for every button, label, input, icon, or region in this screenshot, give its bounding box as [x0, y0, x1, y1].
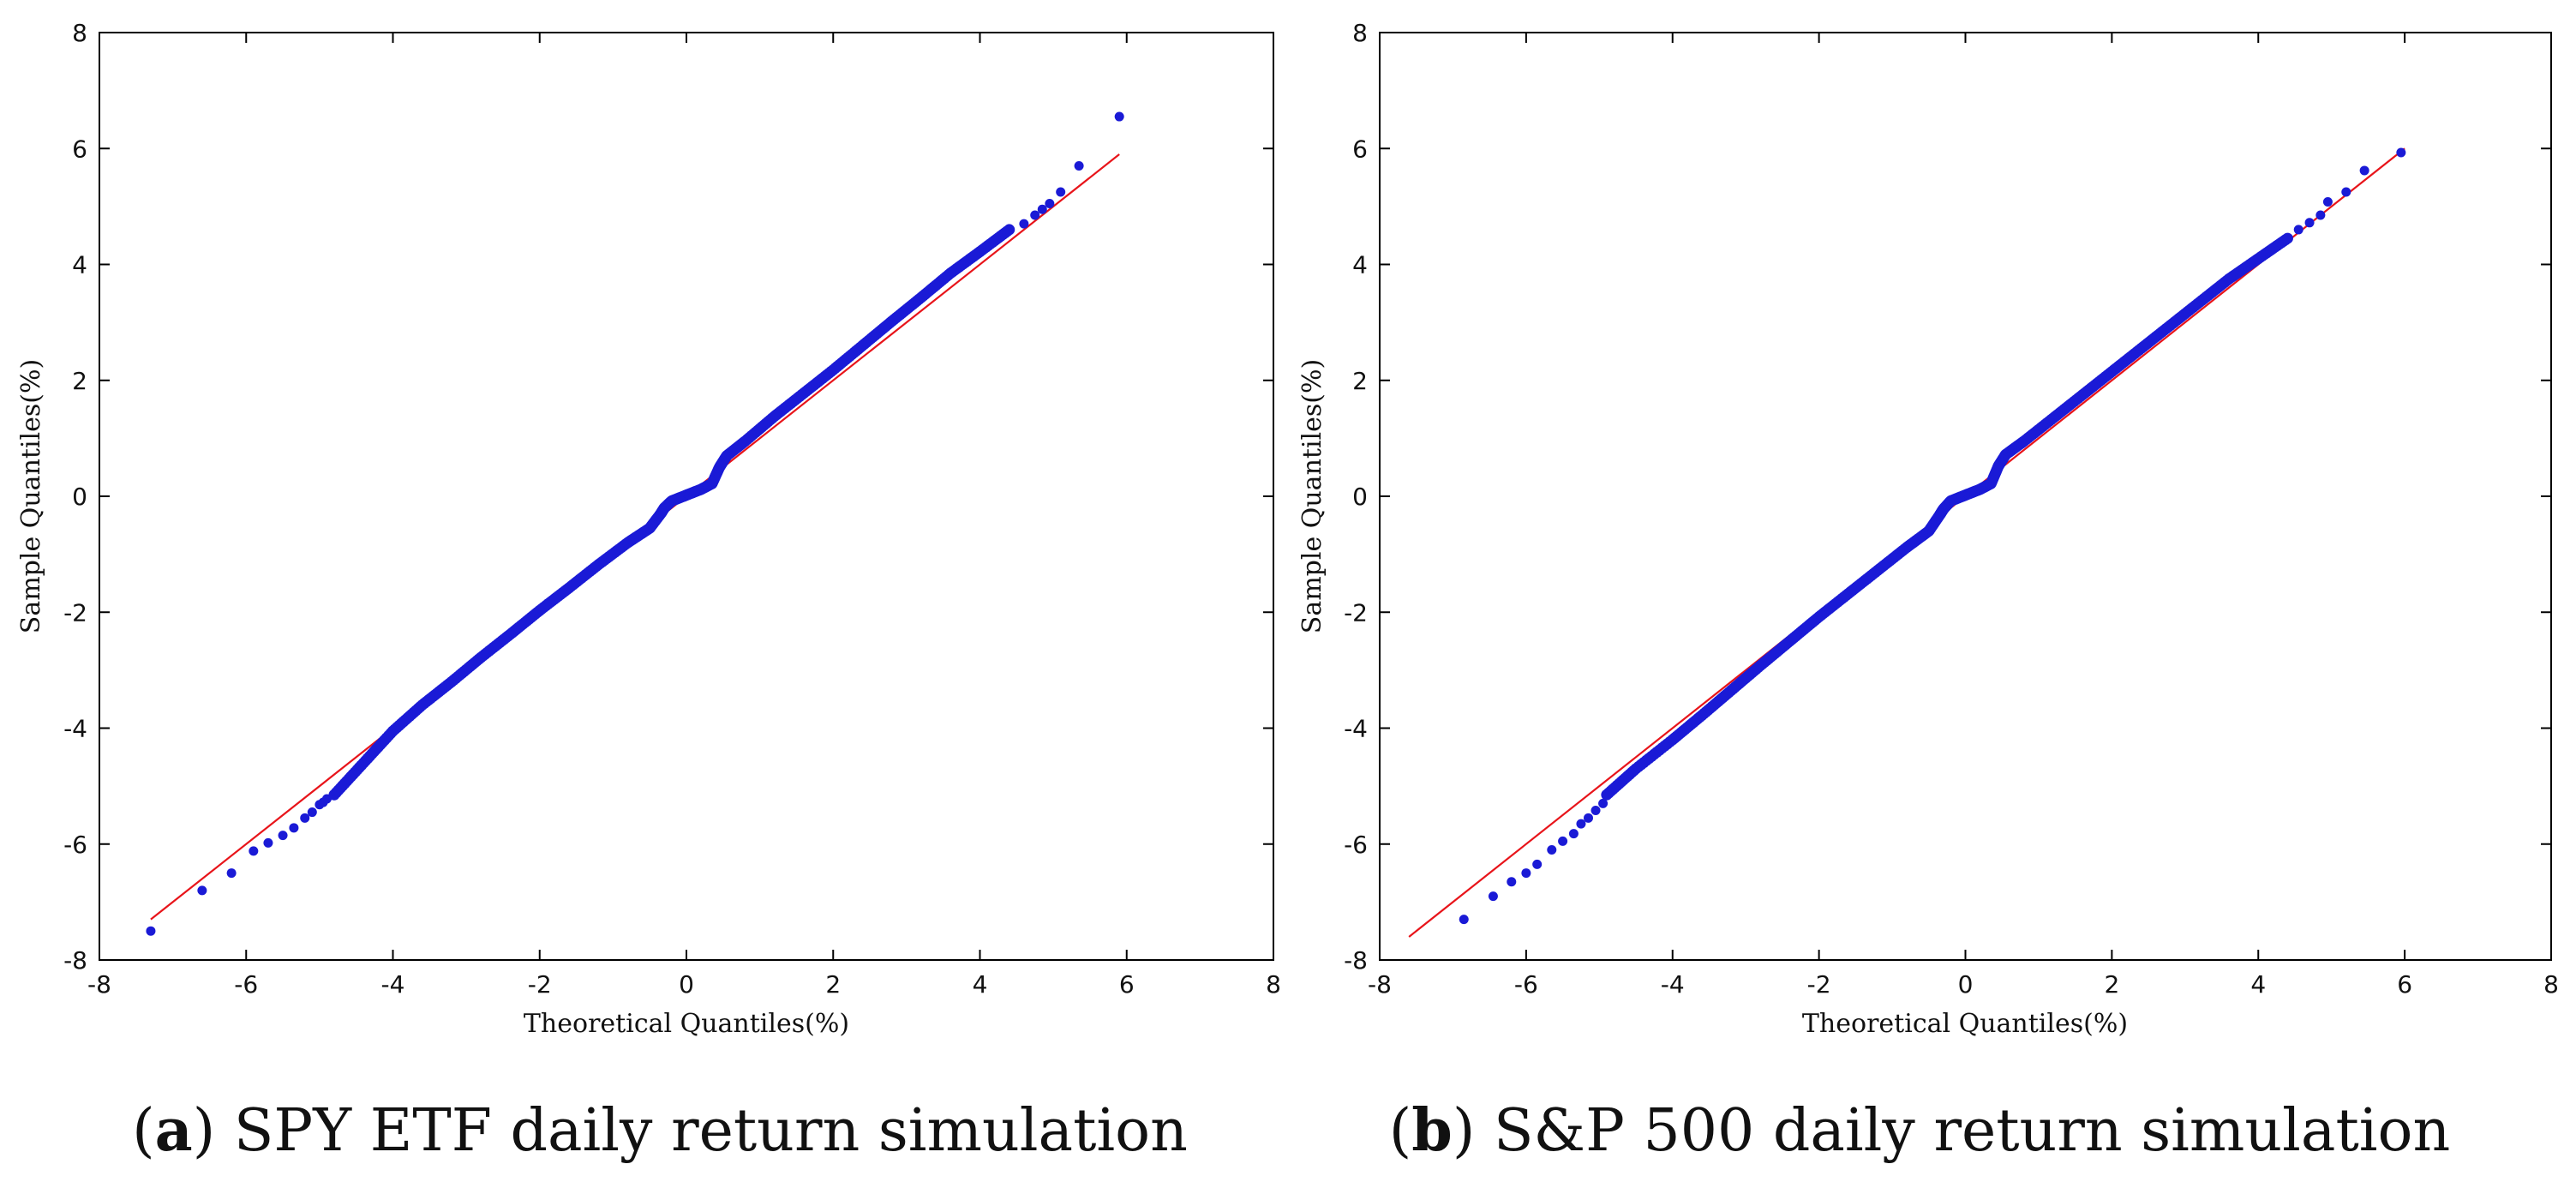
panel-a-chart: -8 -6 -4 -2 0 2 4 6 8 -8 -6 -4 -2 0 2 4 6 8 Theoretical … — [16, 19, 1281, 1165]
panel-a-y-tick-label: 2 — [72, 367, 87, 395]
panel-b-x-tick-label: -6 — [1514, 970, 1538, 999]
panel-a-x-tick-labels: -8 -6 -4 -2 0 2 4 6 8 — [87, 970, 1281, 999]
panel-b-tail-point — [1583, 813, 1593, 823]
panel-b-x-tick-label: -8 — [1368, 970, 1392, 999]
panel-a-points — [146, 111, 1124, 936]
panel-a-tail-point — [1030, 210, 1040, 220]
panel-a-x-tick-label: 8 — [1266, 970, 1281, 999]
panel-b-tail-point — [2293, 225, 2303, 235]
panel-a-y-tick-label: -8 — [63, 946, 87, 975]
panel-a-tail-point — [300, 813, 310, 823]
panel-b-tail-point — [1488, 891, 1498, 902]
panel-b-quantile-point — [2281, 232, 2293, 244]
panel-a-y-tick-label: -2 — [63, 598, 87, 627]
panel-a-x-axis-label: Theoretical Quantiles(%) — [524, 1009, 849, 1039]
panel-a-y-axis-label: Sample Quantiles(%) — [16, 359, 46, 633]
panel-a-x-tick-label: -4 — [381, 970, 405, 999]
panel-b-x-tick-label: -2 — [1807, 970, 1831, 999]
panel-a-caption-letter: a — [155, 1096, 193, 1165]
panel-a-caption-open: ( — [132, 1097, 155, 1165]
panel-b-tail-point — [2322, 196, 2333, 207]
panel-b-tail-point — [2304, 218, 2315, 228]
panel-a-x-tick-label: 2 — [825, 970, 841, 999]
panel-a-x-tick-label: 4 — [973, 970, 988, 999]
panel-b-x-tick-label: 8 — [2543, 970, 2559, 999]
panel-a-tail-point — [226, 868, 237, 879]
panel-b-tail-point — [1558, 836, 1568, 846]
panel-b-y-tick-label: 8 — [1352, 19, 1368, 47]
panel-a-y-tick-label: 4 — [72, 251, 87, 279]
panel-a-tail-point — [1045, 198, 1055, 208]
panel-a-tail-point — [249, 846, 259, 856]
panel-b-tail-point — [1568, 829, 1579, 839]
panel-a-caption-close: ) — [193, 1097, 216, 1165]
panel-b-tail-point — [1507, 877, 1517, 887]
panel-a-x-tick-label: -2 — [528, 970, 552, 999]
panel-b-caption-letter: b — [1411, 1096, 1453, 1165]
panel-b-ticks — [1379, 32, 2552, 961]
panel-b-tail-point — [2359, 165, 2369, 176]
panel-a-tail-point — [263, 837, 273, 848]
panel-a-caption: (a) SPY ETF daily return simulation — [132, 1096, 1188, 1165]
panel-a-tail-point — [278, 831, 288, 841]
panel-b-y-tick-label: -2 — [1344, 598, 1368, 627]
panel-a-y-tick-labels: -8 -6 -4 -2 0 2 4 6 8 — [63, 19, 87, 975]
panel-b-tail-point — [1576, 819, 1586, 829]
panel-a-tail-point — [1114, 111, 1124, 122]
panel-b-tail-point — [2341, 187, 2351, 197]
panel-a-tail-point — [146, 926, 156, 936]
panel-b-y-axis-label: Sample Quantiles(%) — [1297, 359, 1327, 633]
panel-b-x-tick-label: 2 — [2104, 970, 2119, 999]
panel-a-x-tick-label: 0 — [679, 970, 694, 999]
panel-a-y-tick-label: 0 — [72, 483, 87, 511]
panel-a-tail-point — [1074, 161, 1084, 171]
panel-b-caption: (b) S&P 500 daily return simulation — [1389, 1096, 2451, 1165]
panel-a-ticks — [99, 32, 1274, 961]
panel-a-tail-point — [307, 807, 317, 818]
panel-a-y-tick-label: 8 — [72, 19, 87, 47]
panel-b-caption-text: S&P 500 daily return simulation — [1475, 1097, 2450, 1165]
panel-b-y-tick-label: 0 — [1352, 483, 1368, 511]
panel-a-x-tick-label: -6 — [234, 970, 258, 999]
panel-a-caption-text: SPY ETF daily return simulation — [215, 1097, 1188, 1165]
panel-a-quantile-point — [1003, 224, 1015, 236]
panel-a-y-tick-label: -6 — [63, 831, 87, 859]
panel-a-x-tick-label: -8 — [87, 970, 111, 999]
panel-b-y-tick-labels: -8 -6 -4 -2 0 2 4 6 8 — [1344, 19, 1368, 975]
panel-b-x-axis-label: Theoretical Quantiles(%) — [1802, 1009, 2128, 1039]
panel-b-x-tick-label: 0 — [1958, 970, 1974, 999]
panel-b-y-tick-label: 4 — [1352, 251, 1368, 279]
panel-b-x-tick-labels: -8 -6 -4 -2 0 2 4 6 8 — [1368, 970, 2559, 999]
panel-a-y-tick-label: -4 — [63, 715, 87, 743]
panel-a-x-tick-label: 6 — [1119, 970, 1135, 999]
panel-a-tail-point — [197, 885, 207, 896]
panel-b-y-tick-label: -4 — [1344, 715, 1368, 743]
panel-b-caption-close: ) — [1453, 1097, 1476, 1165]
panel-b-caption-open: ( — [1389, 1097, 1412, 1165]
panel-b-tail-point — [1521, 868, 1531, 879]
panel-b-tail-point — [1459, 915, 1469, 925]
panel-b-y-tick-label: 2 — [1352, 367, 1368, 395]
panel-a-tail-point — [1019, 219, 1029, 229]
panel-a-tail-point — [1056, 187, 1066, 197]
panel-b-points — [1459, 147, 2406, 925]
panel-b-x-tick-label: 6 — [2397, 970, 2412, 999]
panel-a-y-tick-label: 6 — [72, 135, 87, 163]
panel-b-x-tick-label: -4 — [1661, 970, 1685, 999]
panel-a-tail-point — [1037, 204, 1047, 214]
panel-a-tail-point — [289, 823, 299, 833]
panel-b-x-tick-label: 4 — [2250, 970, 2266, 999]
panel-b-y-tick-label: -6 — [1344, 831, 1368, 859]
panel-b-tail-point — [1598, 798, 1609, 808]
panel-b-y-tick-label: 6 — [1352, 135, 1368, 163]
panel-b-tail-point — [1532, 859, 1543, 869]
panel-b-tail-point — [1591, 806, 1601, 816]
panel-b-tail-point — [1547, 845, 1557, 855]
panel-b-tail-point — [2396, 147, 2406, 158]
panel-b-chart: -8 -6 -4 -2 0 2 4 6 8 -8 -6 -4 -2 0 2 4 6 8 Theoretical … — [1297, 19, 2559, 1165]
panel-b-tail-point — [2315, 210, 2326, 220]
panel-b-y-tick-label: -8 — [1344, 946, 1368, 975]
